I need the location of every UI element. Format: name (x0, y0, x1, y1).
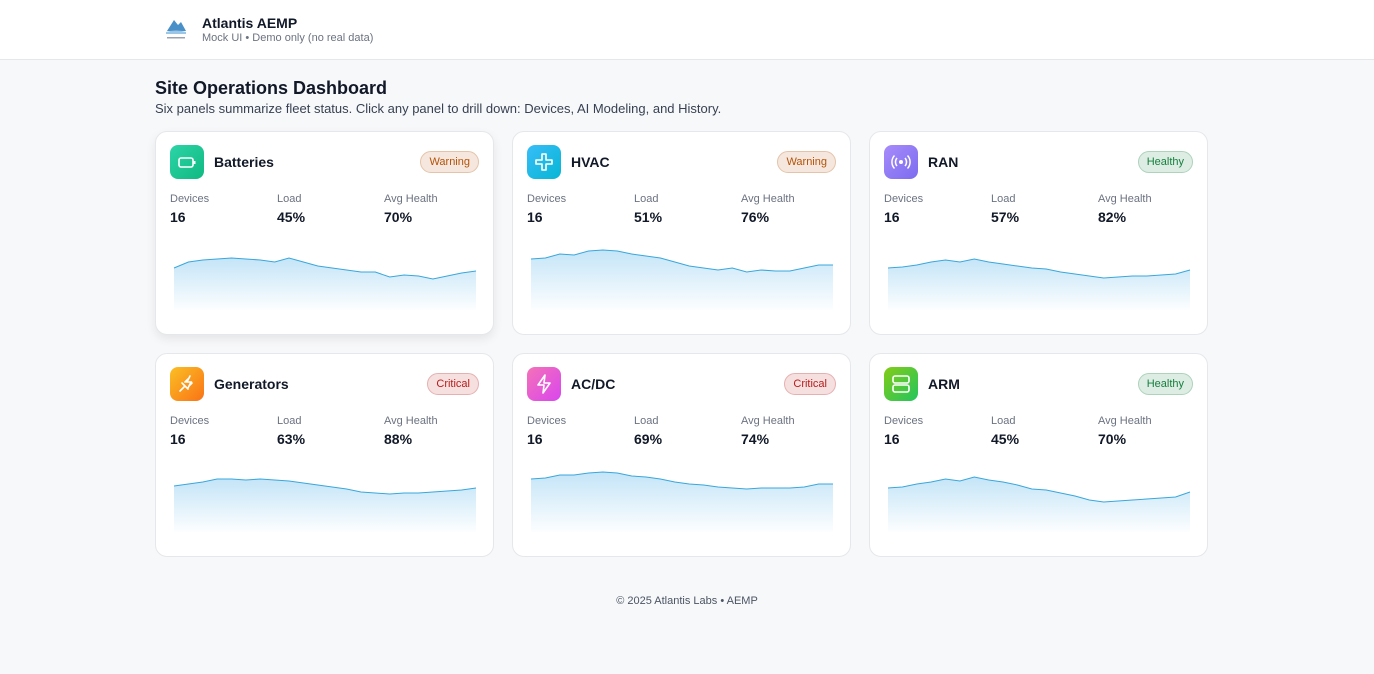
panel-name: RAN (928, 154, 959, 170)
sparkline (887, 258, 1191, 310)
stat-value: 69% (634, 431, 663, 447)
stat-label: Devices (170, 193, 210, 205)
stat-value: 16 (884, 431, 900, 447)
status-badge: Warning (777, 151, 836, 173)
panel-icon (884, 145, 918, 179)
panel-name: AC/DC (571, 376, 616, 392)
sparkline-line (530, 471, 833, 490)
panel-name: HVAC (571, 154, 610, 170)
app-title: Atlantis AEMP (202, 15, 298, 31)
stat-label: Load (991, 415, 1016, 427)
panel-icon (527, 145, 561, 179)
panel-card[interactable]: Batteries Warning Devices 16 Load 45% Avg Heal… (155, 131, 494, 335)
panel-card[interactable]: Generators Critical Devices 16 Load 63% Avg He… (155, 353, 494, 557)
stat-label: Devices (527, 193, 567, 205)
stat-value: 57% (991, 209, 1020, 225)
stat-label: Load (277, 193, 302, 205)
dashboard-subtitle: Six panels summarize fleet status. Click… (155, 101, 722, 116)
sparkline-line (887, 258, 1191, 279)
panel-icon (527, 367, 561, 401)
stat-value: 74% (741, 431, 770, 447)
header: Atlantis AEMP Mock UI • Demo only (no re… (0, 0, 1374, 60)
stat-value: 82% (1098, 209, 1127, 225)
sparkline-area (888, 477, 1190, 532)
stat-label: Load (634, 415, 659, 427)
panel-name: ARM (928, 376, 960, 392)
panel-icon (884, 367, 918, 401)
status-badge: Warning (420, 151, 479, 173)
panel-icon (170, 145, 204, 179)
sparkline (530, 249, 833, 310)
icon-glyph (537, 374, 551, 394)
stat-label: Load (634, 193, 659, 205)
sparkline-line (530, 249, 833, 273)
panel-card[interactable]: HVAC Warning Devices 16 Load 51% Avg Health 76% (512, 131, 851, 335)
sparkline-area (888, 259, 1190, 310)
stat-value: 16 (527, 209, 543, 225)
sparkline-line (887, 476, 1191, 503)
stat-label: Avg Health (1098, 415, 1152, 427)
status-badge: Critical (784, 373, 836, 395)
stat-value: 51% (634, 209, 663, 225)
logo (166, 20, 186, 39)
panel-name: Generators (214, 376, 289, 392)
icon-glyph (892, 375, 910, 393)
stat-value: 70% (1098, 431, 1127, 447)
stat-label: Load (991, 193, 1016, 205)
sparkline-area (531, 250, 833, 310)
panel-card[interactable]: RAN Healthy Devices 16 Load 57% Avg Health 82% (869, 131, 1208, 335)
sparkline-line (173, 478, 477, 495)
stat-value: 45% (277, 209, 306, 225)
stat-value: 88% (384, 431, 413, 447)
stat-value: 45% (991, 431, 1020, 447)
sparkline-area (531, 472, 833, 532)
stat-label: Avg Health (741, 193, 795, 205)
sparkline (173, 478, 477, 532)
stat-value: 63% (277, 431, 306, 447)
sparkline (530, 471, 833, 532)
stat-value: 70% (384, 209, 413, 225)
stat-label: Load (277, 415, 302, 427)
stat-label: Devices (884, 415, 924, 427)
sparkline-line (173, 257, 477, 280)
icon-glyph (178, 157, 196, 168)
status-badge: Healthy (1137, 373, 1193, 395)
panel-card[interactable]: AC/DC Critical Devices 16 Load 69% Avg Health 7… (512, 353, 851, 557)
sparkline (173, 257, 477, 310)
panel-name: Batteries (214, 154, 274, 170)
stat-label: Devices (884, 193, 924, 205)
sparkline-area (174, 479, 476, 532)
icon-glyph (891, 154, 911, 170)
status-badge: Healthy (1137, 151, 1193, 173)
stat-value: 16 (527, 431, 543, 447)
status-badge: Critical (427, 373, 479, 395)
stat-value: 16 (170, 431, 186, 447)
panel-icon (170, 367, 204, 401)
stat-label: Devices (170, 415, 210, 427)
stat-label: Avg Health (741, 415, 795, 427)
stat-value: 16 (884, 209, 900, 225)
stat-label: Avg Health (384, 415, 438, 427)
stat-label: Avg Health (384, 193, 438, 205)
stat-value: 76% (741, 209, 770, 225)
icon-glyph (179, 375, 193, 392)
stat-value: 16 (170, 209, 186, 225)
sparkline-area (174, 258, 476, 310)
stat-label: Avg Health (1098, 193, 1152, 205)
app-subtitle: Mock UI • Demo only (no real data) (202, 32, 374, 44)
stat-label: Devices (527, 415, 567, 427)
footer: © 2025 Atlantis Labs • AEMP (616, 595, 758, 607)
panel-card[interactable]: ARM Healthy Devices 16 Load 45% Avg Health 70% (869, 353, 1208, 557)
sparkline (887, 476, 1191, 532)
dashboard-title: Site Operations Dashboard (155, 78, 388, 98)
icon-glyph (535, 153, 553, 171)
